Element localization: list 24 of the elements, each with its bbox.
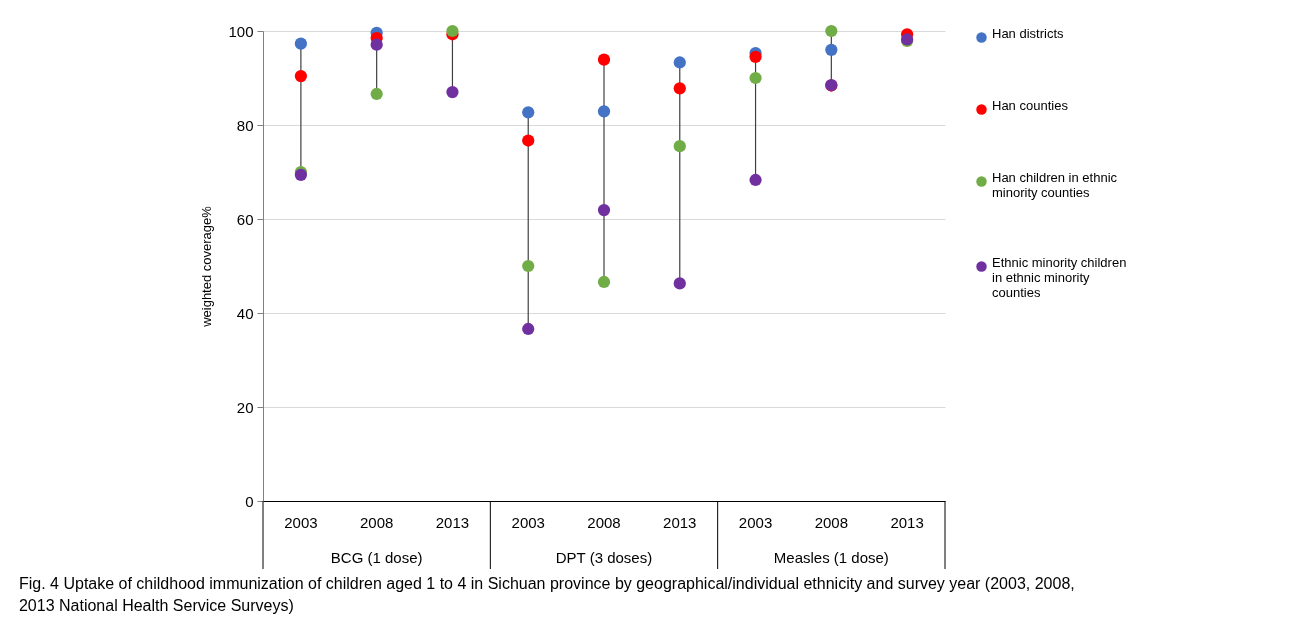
x-tick-label: 2013 [890, 513, 924, 531]
x-tick-label: 2003 [738, 513, 773, 531]
y-tick-label: 60 [236, 210, 254, 228]
y-tick-label: 40 [236, 304, 254, 322]
text: Measles (1 dose) [773, 549, 889, 566]
legend-label: Ethnic minority children in ethnic minority counties [992, 254, 1127, 300]
x-tick-label: 2008 [587, 513, 621, 531]
text: BCG (1 dose) [330, 549, 423, 566]
x-tick-label: 2013 [435, 513, 470, 531]
y-tick-label: 0 [245, 492, 254, 510]
legend-label: Han counties [992, 97, 1069, 113]
y-tick-label: 100 [228, 22, 254, 40]
x-tick-label: 2003 [511, 513, 545, 531]
x-tick-label: 2013 [663, 513, 697, 531]
text: Fig. 4 Uptake of childhood immunization of children aged 1 to 4 in Sichuan province by geographical/individual ethnicity and survey year (2003, 2008, 2013 National Health Service Surveys) [18, 574, 1075, 614]
legend-label: Han districts [992, 25, 1065, 41]
y-tick-label: 20 [236, 398, 254, 416]
y-tick-label: 80 [236, 116, 254, 134]
x-tick-label: 2003 [284, 513, 318, 531]
y-axis-title: weighted coverage% [199, 205, 215, 328]
text: DPT (3 doses) [555, 549, 653, 566]
legend-label: Han children in ethnic minority counties [992, 169, 1118, 200]
x-tick-label: 2008 [359, 513, 394, 531]
x-tick-label: 2008 [814, 513, 849, 531]
